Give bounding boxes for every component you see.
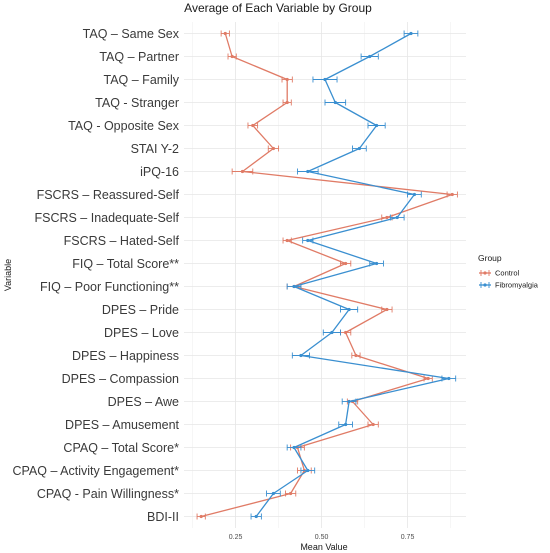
y-tick-label: FSCRS – Inadequate-Self	[34, 211, 179, 225]
y-axis-title: Variable	[3, 259, 13, 291]
data-point	[354, 353, 358, 358]
data-point	[292, 445, 296, 450]
data-point	[285, 100, 289, 105]
data-point	[426, 376, 430, 381]
legend: Group Control Fibromyalgia	[478, 253, 539, 290]
data-point	[306, 238, 310, 243]
data-point	[447, 376, 451, 381]
x-tick-labels: 0.25 0.50 0.75	[229, 534, 415, 541]
x-axis-title: Mean Value	[300, 542, 347, 552]
data-point	[330, 330, 334, 335]
y-tick-label: DPES – Happiness	[72, 349, 179, 363]
y-tick-label: FSCRS – Hated-Self	[64, 234, 180, 248]
y-tick-label: DPES – Amusement	[65, 418, 179, 432]
data-point	[271, 491, 276, 496]
y-tick-label: FSCRS – Reassured-Self	[37, 188, 180, 202]
y-tick-label: FIQ – Total Score**	[72, 257, 179, 271]
y-tick-label: TAQ - Stranger	[95, 96, 179, 110]
data-point	[344, 330, 348, 335]
y-tick-label: FIQ – Poor Functioning**	[40, 280, 179, 294]
data-point	[240, 169, 245, 174]
data-point	[299, 353, 303, 358]
series-fibromyalgia	[250, 30, 457, 520]
data-point	[368, 54, 372, 59]
chart-series	[196, 30, 458, 520]
y-tick-label: CPAQ - Pain Willingness*	[37, 487, 179, 501]
data-point	[347, 399, 351, 404]
x-tick-label: 0.50	[315, 534, 329, 541]
x-tick-label: 0.75	[401, 534, 415, 541]
y-tick-label: TAQ – Family	[104, 73, 180, 87]
data-point	[323, 77, 327, 82]
data-point	[271, 146, 276, 151]
y-tick-label: TAQ - Opposite Sex	[68, 119, 180, 133]
data-point	[306, 468, 310, 473]
data-point	[371, 422, 375, 427]
y-tick-label: CPAQ – Total Score*	[63, 441, 179, 455]
data-point	[409, 31, 413, 36]
data-point	[254, 514, 258, 519]
data-point	[223, 31, 227, 36]
y-tick-label: STAI Y-2	[131, 142, 179, 156]
series-line-control	[201, 33, 453, 518]
y-tick-label: TAQ – Partner	[99, 50, 179, 64]
chart-title: Average of Each Variable by Group	[184, 1, 372, 15]
legend-label: Control	[495, 269, 520, 278]
data-point	[450, 192, 454, 197]
data-point	[385, 307, 389, 312]
legend-title: Group	[478, 253, 502, 263]
y-tick-label: CPAQ – Activity Engagement*	[12, 464, 179, 478]
series-line-fibromyalgia	[255, 32, 450, 517]
y-tick-labels: TAQ – Same Sex TAQ – Partner TAQ – Family T…	[12, 27, 179, 524]
x-tick-label: 0.25	[229, 534, 243, 541]
chart-grid	[184, 22, 466, 528]
data-point	[333, 100, 337, 105]
y-tick-label: DPES – Compassion	[62, 372, 179, 386]
data-point	[292, 284, 296, 289]
data-point	[289, 491, 293, 496]
series-control	[196, 30, 458, 520]
data-point	[285, 238, 289, 243]
data-point	[374, 123, 379, 128]
y-tick-label: iPQ-16	[140, 165, 179, 179]
legend-item-fibromyalgia: Fibromyalgia	[479, 281, 539, 290]
data-point	[285, 77, 289, 82]
y-tick-label: DPES – Awe	[108, 395, 179, 409]
legend-label: Fibromyalgia	[495, 281, 539, 290]
data-point	[412, 192, 417, 197]
data-point	[251, 123, 255, 128]
data-point	[347, 307, 351, 312]
data-point	[344, 261, 348, 266]
data-point	[344, 422, 348, 427]
data-point	[306, 169, 310, 174]
data-point	[199, 514, 203, 519]
y-tick-label: DPES – Pride	[102, 303, 179, 317]
y-tick-label: BDI-II	[147, 510, 179, 524]
legend-item-control: Control	[479, 269, 520, 278]
data-point	[230, 54, 234, 59]
y-tick-label: TAQ – Same Sex	[83, 27, 180, 41]
data-point	[374, 261, 379, 266]
data-point	[357, 146, 361, 151]
data-point	[395, 215, 399, 220]
data-point	[385, 215, 389, 220]
y-tick-label: DPES – Love	[104, 326, 179, 340]
